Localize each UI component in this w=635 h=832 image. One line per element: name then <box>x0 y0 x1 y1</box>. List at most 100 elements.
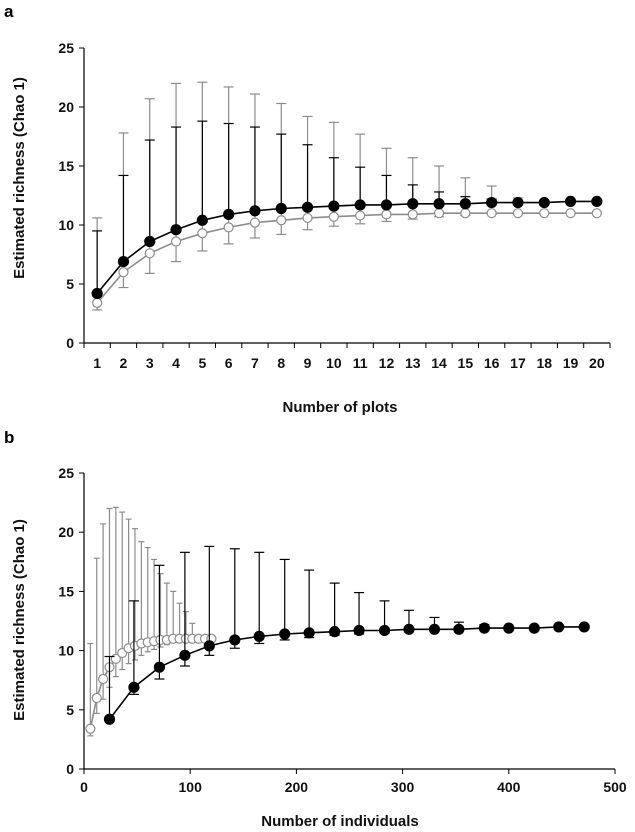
panel-b-filled-series-point <box>329 626 341 638</box>
panel-a-x-tick-label: 7 <box>251 355 259 371</box>
panel-a-x-tick-label: 4 <box>172 355 180 371</box>
panel-a-x-tick-label: 1 <box>93 355 101 371</box>
panel-a-label: a <box>4 2 14 21</box>
panel-a-open-series-point <box>118 267 129 278</box>
panel-a-x-tick-label: 17 <box>510 355 526 371</box>
panel-b-filled-series-point <box>453 623 465 635</box>
panel-a-filled-series-point <box>486 196 498 209</box>
panel-a-x-tick-label: 15 <box>458 355 474 371</box>
panel-a-x-tick-label: 13 <box>405 355 421 371</box>
panel-b-filled-series <box>103 545 590 725</box>
panel-a-x-tick-label: 2 <box>120 355 128 371</box>
panel-a-filled-series-point <box>170 224 182 236</box>
panel-b-filled-series-point <box>229 634 241 646</box>
panel-a-open-series-point <box>539 208 550 219</box>
panel-a-open-series-point <box>565 208 576 219</box>
panel-a-open-series-point <box>486 208 497 219</box>
panel-b-filled-series-point <box>303 627 315 639</box>
panel-b-filled-series-point <box>253 630 265 642</box>
panel-a-open-series-point <box>328 211 339 222</box>
panel-a-x-axis-title: Number of plots <box>283 399 398 416</box>
panel-b-x-tick-label: 500 <box>603 779 627 795</box>
panel-a-y-tick-label: 10 <box>58 217 74 233</box>
panel-b-filled-series-point <box>403 623 415 635</box>
panel-b-filled-series-point <box>128 681 140 693</box>
panel-a-filled-series-point <box>301 201 314 213</box>
panel-a-x-tick-label: 6 <box>225 355 233 371</box>
panel-b-series <box>85 506 590 737</box>
panel-a-filled-series-point <box>275 202 287 215</box>
panel-a-filled-series-point <box>538 196 550 209</box>
panel-b-x-tick-label: 300 <box>391 779 415 795</box>
panel-a-y-tick-label: 0 <box>66 335 74 351</box>
panel-a-x-tick-label: 9 <box>304 355 312 371</box>
panel-a-x-tick-label: 19 <box>563 355 579 371</box>
panel-a-x-tick-label: 20 <box>589 355 605 371</box>
panel-a-y-tick-label: 5 <box>66 276 74 292</box>
panel-b-x-tick-label: 0 <box>80 779 88 795</box>
panel-b-y-tick-label: 10 <box>58 643 74 659</box>
panel-b-x-tick-label: 200 <box>285 779 309 795</box>
panel-a-filled-series-point <box>591 195 603 207</box>
panel-a-filled-series-point <box>564 195 577 207</box>
panel-a-filled-series-point <box>459 198 471 210</box>
panel-b-filled-series-point <box>179 649 191 661</box>
panel-b-filled-series-point <box>553 621 565 633</box>
panel-a-filled-series-point <box>144 235 156 248</box>
panel-b-y-axis-title: Estimated richness (Chao 1) <box>11 519 28 721</box>
panel-a-filled-series-point <box>91 287 103 300</box>
panel-b-open-series-point <box>98 673 109 685</box>
panel-a-filled-series-point <box>117 255 130 268</box>
panel-b-filled-series-point <box>578 621 590 633</box>
panel-a-x-tick-label: 10 <box>326 355 342 371</box>
panel-b-y-tick-label: 0 <box>66 761 74 777</box>
panel-a-y-tick-label: 20 <box>58 99 74 115</box>
panel-a-filled-series-point <box>223 208 235 220</box>
panel-b-open-series-point <box>85 723 96 734</box>
panel-b-filled-series-point <box>153 661 166 673</box>
panel-a-open-series-point <box>302 212 313 224</box>
panel-a-filled-series-point <box>512 196 524 209</box>
panel-b-filled-series-point <box>378 624 391 637</box>
panel-b-chart: b Estimated richness (Chao 1) Number of … <box>4 428 627 830</box>
panel-a-open-series-point <box>144 248 155 259</box>
panel-b-filled-series-point <box>478 622 490 634</box>
panel-b-y-tick-label: 25 <box>58 465 74 481</box>
panel-a-open-series-point <box>433 208 445 219</box>
panel-a-open-series-point <box>249 217 261 228</box>
panel-a-x-tick-label: 11 <box>353 355 368 371</box>
panel-a-filled-series-point <box>196 214 208 226</box>
panel-a-filled-series-point <box>328 200 340 212</box>
panel-a-chart: a Estimated richness (Chao 1) Number of … <box>4 2 611 416</box>
panel-a-open-series-point <box>223 222 234 233</box>
panel-a-y-axis-title: Estimated richness (Chao 1) <box>11 77 28 279</box>
panel-a-x-tick-label: 18 <box>536 355 552 371</box>
panel-a-y-tick-label: 15 <box>58 158 74 174</box>
panel-a-open-series-point <box>197 228 208 239</box>
panel-b-label: b <box>4 428 14 447</box>
panel-a-filled-series <box>91 120 603 300</box>
panel-a-x-tick-label: 8 <box>277 355 285 371</box>
panel-a-x-tick-label: 3 <box>146 355 154 371</box>
panel-b-x-tick-label: 400 <box>497 779 521 795</box>
panel-a-x-tick-label: 16 <box>484 355 500 371</box>
panel-a-x-tick-label: 14 <box>431 355 447 371</box>
panel-a-open-series-point <box>276 215 287 226</box>
panel-b-open-series <box>85 506 217 737</box>
panel-b-filled-series-point <box>503 622 515 634</box>
panel-a-open-series-point <box>355 210 366 221</box>
panel-a-open-series-point <box>381 209 392 220</box>
panel-b-x-axis-title: Number of individuals <box>261 813 419 830</box>
panel-a-open-series-point <box>460 208 471 219</box>
panel-a-filled-series-point <box>249 205 261 217</box>
panel-b-filled-series-point <box>203 640 215 652</box>
panel-b-filled-series-point <box>353 624 365 637</box>
panel-b-axes: 0 5 10 15 20 25 0 100 200 300 400 500 <box>58 465 626 795</box>
panel-a-filled-series-point <box>380 199 393 211</box>
panel-a-series <box>91 81 603 311</box>
panel-a-open-series-point <box>170 236 182 247</box>
panel-a-filled-series-point <box>407 198 419 210</box>
panel-a-x-tick-label: 12 <box>379 355 395 371</box>
